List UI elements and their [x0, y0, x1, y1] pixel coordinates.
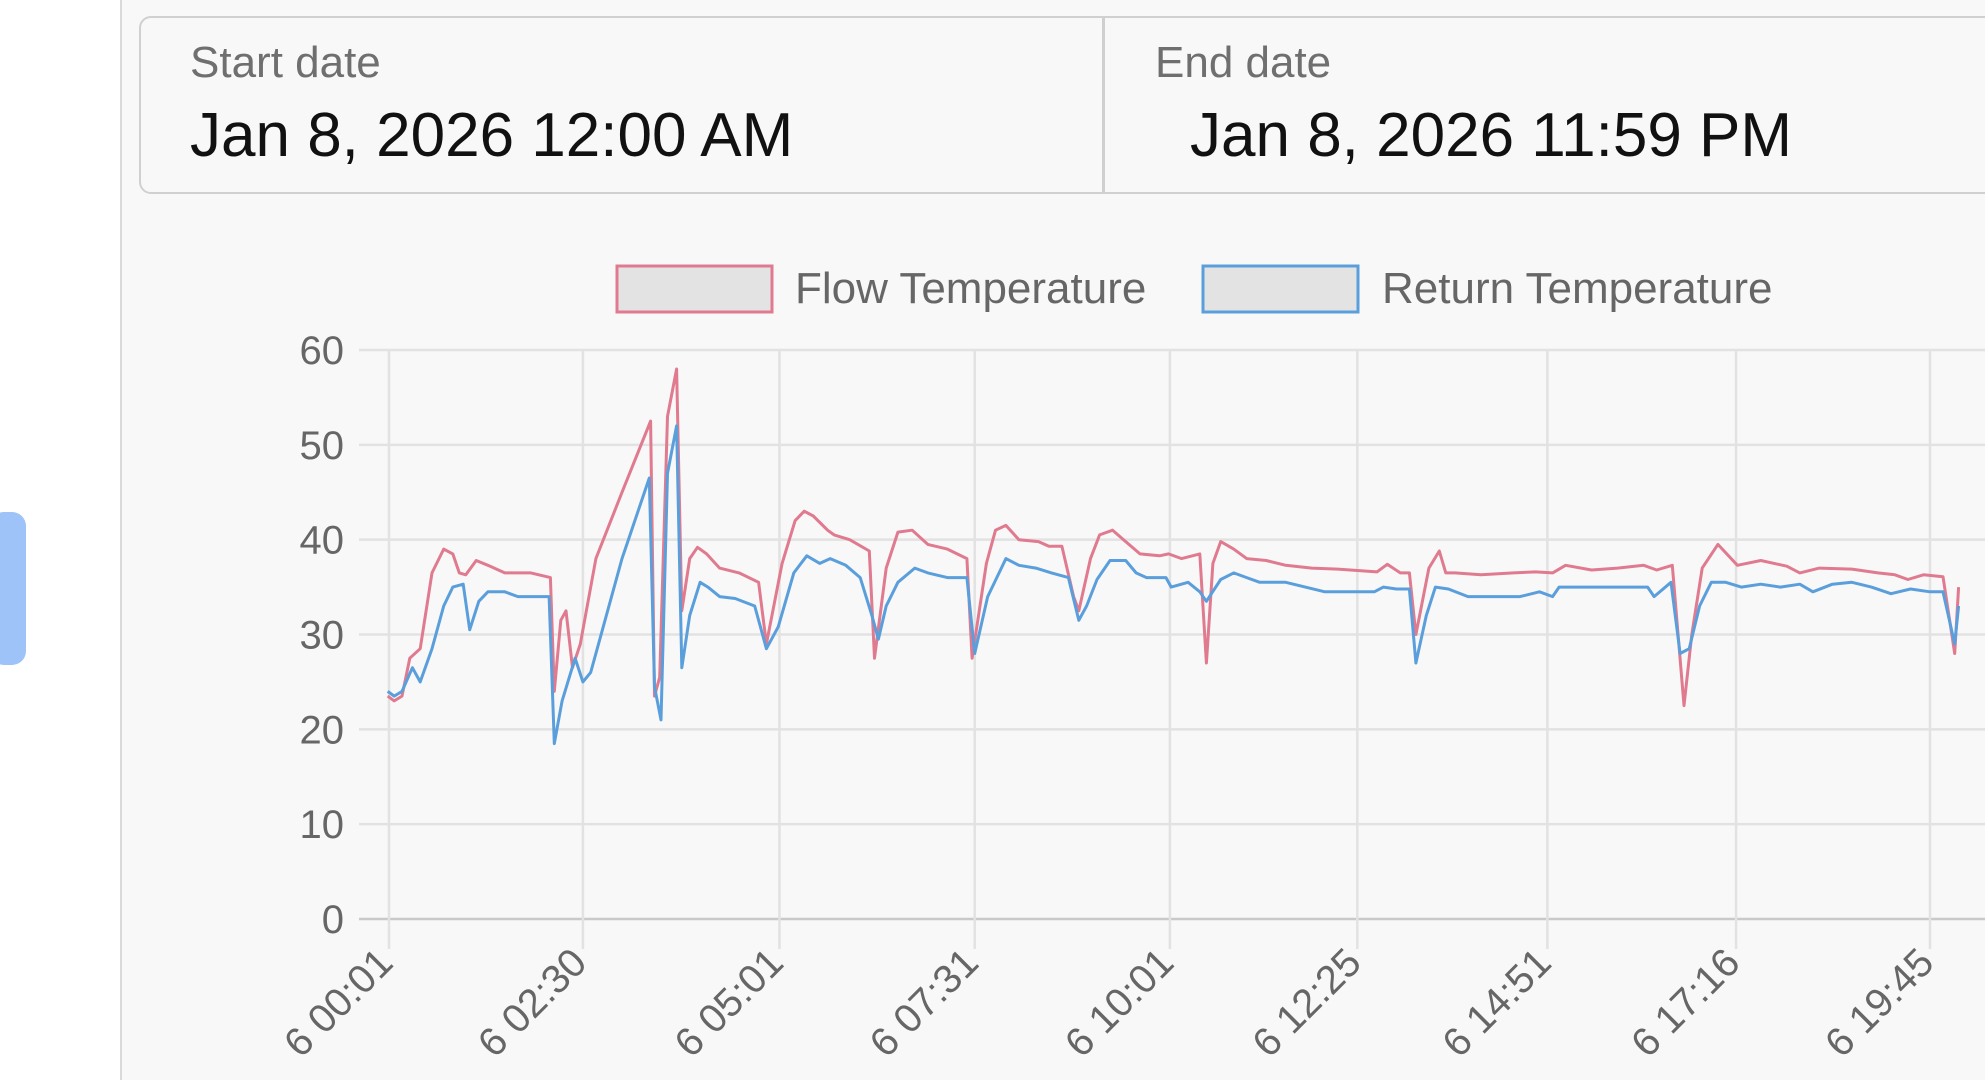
legend-label[interactable]: Return Temperature: [1382, 264, 1773, 313]
x-tick-label: 6 12:25: [1244, 940, 1369, 1065]
x-tick-label: 6 02:30: [470, 940, 595, 1065]
chart-grid: [359, 348, 1985, 949]
x-tick-label: 6 07:31: [862, 940, 987, 1065]
side-drawer-handle[interactable]: [0, 512, 26, 665]
chart-axes: 0 10 20 30 40 50 60 6 00:01 6 02:30 6 05:01 6 07:3…: [276, 329, 1942, 1066]
chart-series: [386, 367, 1961, 746]
y-tick-label: 50: [300, 424, 345, 468]
x-tick-label: 6 19:45: [1817, 940, 1942, 1065]
start-date-value[interactable]: Jan 8, 2026 12:00 AM: [190, 101, 794, 170]
series-line-return-temperature: [386, 424, 1961, 746]
series-line-flow-temperature: [386, 367, 1961, 708]
date-range-picker[interactable]: Start date Jan 8, 2026 12:00 AM End date…: [139, 16, 1985, 194]
x-tick-label: 6 10:01: [1057, 940, 1182, 1065]
legend-label[interactable]: Flow Temperature: [795, 264, 1146, 313]
end-date-value[interactable]: Jan 8, 2026 11:59 PM: [1190, 101, 1793, 170]
legend-swatch[interactable]: [1201, 264, 1360, 314]
start-date-label: Start date: [190, 38, 381, 87]
chart-legend: Flow Temperature Return Temperature: [615, 264, 1773, 314]
y-tick-label: 20: [300, 708, 345, 752]
legend-swatch[interactable]: [615, 264, 774, 314]
y-tick-label: 40: [300, 519, 345, 563]
x-tick-label: 6 14:51: [1434, 940, 1559, 1065]
y-tick-label: 30: [300, 614, 345, 658]
end-date-label: End date: [1155, 38, 1332, 87]
x-tick-label: 6 05:01: [666, 940, 791, 1065]
y-tick-label: 60: [300, 329, 345, 373]
x-tick-label: 6 00:01: [276, 940, 401, 1065]
end-date-field[interactable]: End date Jan 8, 2026 11:59 PM: [1105, 18, 1985, 192]
y-tick-label: 0: [322, 898, 344, 942]
y-tick-label: 10: [300, 803, 345, 847]
start-date-field[interactable]: Start date Jan 8, 2026 12:00 AM: [141, 18, 1105, 192]
x-tick-label: 6 17:16: [1623, 940, 1748, 1065]
